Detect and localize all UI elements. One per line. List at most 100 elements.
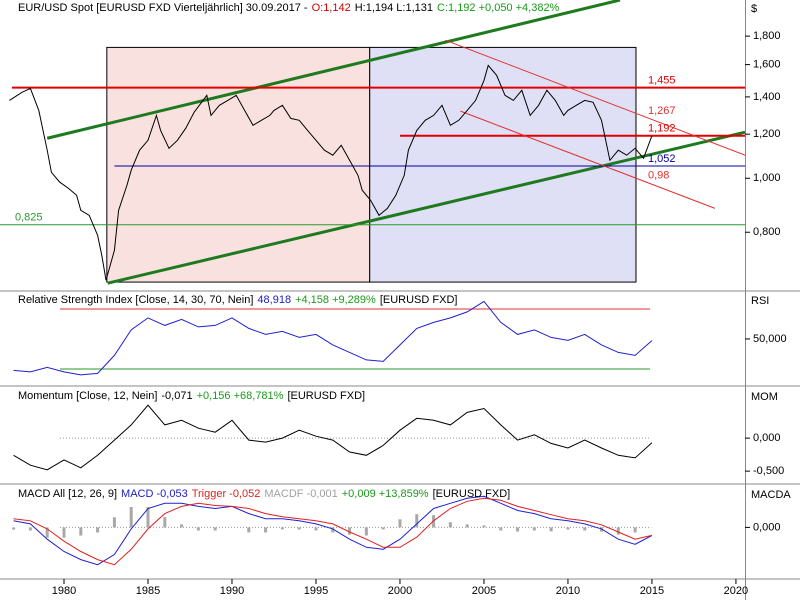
histogram-bar (583, 527, 587, 531)
histogram-bar (62, 527, 66, 538)
zone (369, 46, 637, 283)
header-part: -0,071 (161, 390, 192, 402)
header-part: MACDF -0,001 (264, 488, 337, 500)
histogram-bar (448, 522, 452, 528)
x-tick-label: 2020 (724, 585, 748, 597)
zone (106, 46, 371, 283)
header-part: Relative Strength Index [Close, 14, 30, … (18, 294, 253, 306)
y-tick-label: -0,500 (753, 465, 784, 477)
histogram-bar (348, 527, 352, 535)
header-part: [EURUSD FXD] (287, 390, 365, 402)
x-tick-label: 1980 (52, 585, 76, 597)
panel (12, 495, 654, 566)
header-part: +0,009 +13,859% (342, 488, 429, 500)
panel (0, 0, 745, 285)
histogram-bar (196, 527, 200, 531)
series-line (13, 495, 653, 566)
histogram-bar (415, 514, 419, 528)
y-tick-label: 0,800 (753, 226, 781, 238)
series-line (9, 64, 653, 281)
histogram-bar (163, 517, 167, 528)
trend-line (46, 0, 621, 140)
histogram-bar (616, 527, 620, 535)
y-tick-label: 1,000 (753, 172, 781, 184)
header-part: EUR/USD Spot [EURUSD FXD Vierteljährlich… (18, 2, 308, 14)
histogram-bar (398, 519, 402, 528)
histogram-bar (314, 527, 318, 531)
y-tick-label: 50,000 (753, 333, 787, 345)
histogram-bar (482, 525, 486, 528)
header-part: +0,156 +68,781% (197, 390, 284, 402)
line-label: 1,267 (648, 105, 676, 117)
histogram-bar (532, 527, 536, 531)
trend-line (460, 110, 716, 209)
histogram-bar (516, 527, 520, 532)
histogram-bar (465, 524, 469, 528)
histogram-bar (549, 527, 553, 532)
histogram-bar (280, 527, 284, 530)
panel (13, 300, 653, 376)
histogram-bar (247, 527, 251, 533)
x-tick-label: 2010 (556, 585, 580, 597)
y-tick-label: 0,000 (753, 521, 781, 533)
y-tick-label: 1,400 (753, 91, 781, 103)
x-tick-label: 1985 (136, 585, 160, 597)
header-part: H:1,194 L:1,131 (355, 2, 433, 14)
series-line (13, 497, 653, 566)
x-tick-label: 2000 (388, 585, 412, 597)
series-line (13, 300, 653, 376)
histogram-bar (45, 527, 49, 538)
histogram-bar (633, 527, 637, 533)
histogram-bar (112, 517, 116, 528)
header-part: [EURUSD FXD] (433, 488, 511, 500)
histogram-bar (213, 527, 217, 531)
series-line (13, 404, 653, 471)
histogram-bar (96, 527, 100, 533)
panel-header: Momentum [Close, 12, Nein] -0,071 +0,156 +… (18, 390, 365, 402)
histogram-bar (364, 527, 368, 536)
header-part: Trigger -0,052 (192, 488, 261, 500)
panel-header: Relative Strength Index [Close, 14, 30, … (18, 294, 457, 306)
panel (13, 404, 653, 471)
histogram-bar (381, 527, 385, 530)
header-part: +4,158 +9,289% (295, 294, 376, 306)
histogram-bar (331, 527, 335, 533)
histogram-bar (146, 507, 150, 528)
y-axis-label: RSI (751, 295, 769, 307)
x-tick-label: 2015 (640, 585, 664, 597)
trend-line (107, 130, 745, 285)
header-part: MACD -0,053 (121, 488, 188, 500)
histogram-bar (499, 527, 503, 531)
y-axis-label: MACDA (751, 489, 791, 501)
y-axis-label: $ (751, 3, 757, 15)
x-tick-label: 2005 (472, 585, 496, 597)
line-label: 1,052 (648, 153, 676, 165)
histogram-bar (129, 507, 133, 528)
y-tick-label: 1,600 (753, 59, 781, 71)
x-tick-label: 1990 (220, 585, 244, 597)
line-label: 0,825 (15, 212, 43, 224)
histogram-bar (297, 527, 301, 530)
histogram-bar (180, 524, 184, 528)
line-label: 1,192 (648, 123, 676, 135)
y-tick-label: 1,800 (753, 30, 781, 42)
x-tick-label: 1995 (304, 585, 328, 597)
trend-line (445, 39, 745, 156)
header-part: Momentum [Close, 12, Nein] (18, 390, 157, 402)
y-tick-label: 0,000 (753, 432, 781, 444)
header-part: [EURUSD FXD] (380, 294, 458, 306)
header-part: MACD All [12, 26, 9] (18, 488, 117, 500)
y-tick-label: 1,200 (753, 128, 781, 140)
histogram-bar (79, 527, 83, 536)
panel-header: MACD All [12, 26, 9] MACD -0,053 Trigger -… (18, 488, 510, 500)
line-label: 0,98 (648, 170, 669, 182)
histogram-bar (28, 527, 32, 531)
header-part: O:1,142 (312, 2, 351, 14)
histogram-bar (566, 527, 570, 530)
line-label: 1,455 (648, 74, 676, 86)
header-part: 48,918 (257, 294, 291, 306)
histogram-bar (12, 527, 16, 530)
header-part: C:1,192 +0,050 +4,382% (437, 2, 560, 14)
panel-header: EUR/USD Spot [EURUSD FXD Vierteljährlich… (18, 2, 560, 14)
